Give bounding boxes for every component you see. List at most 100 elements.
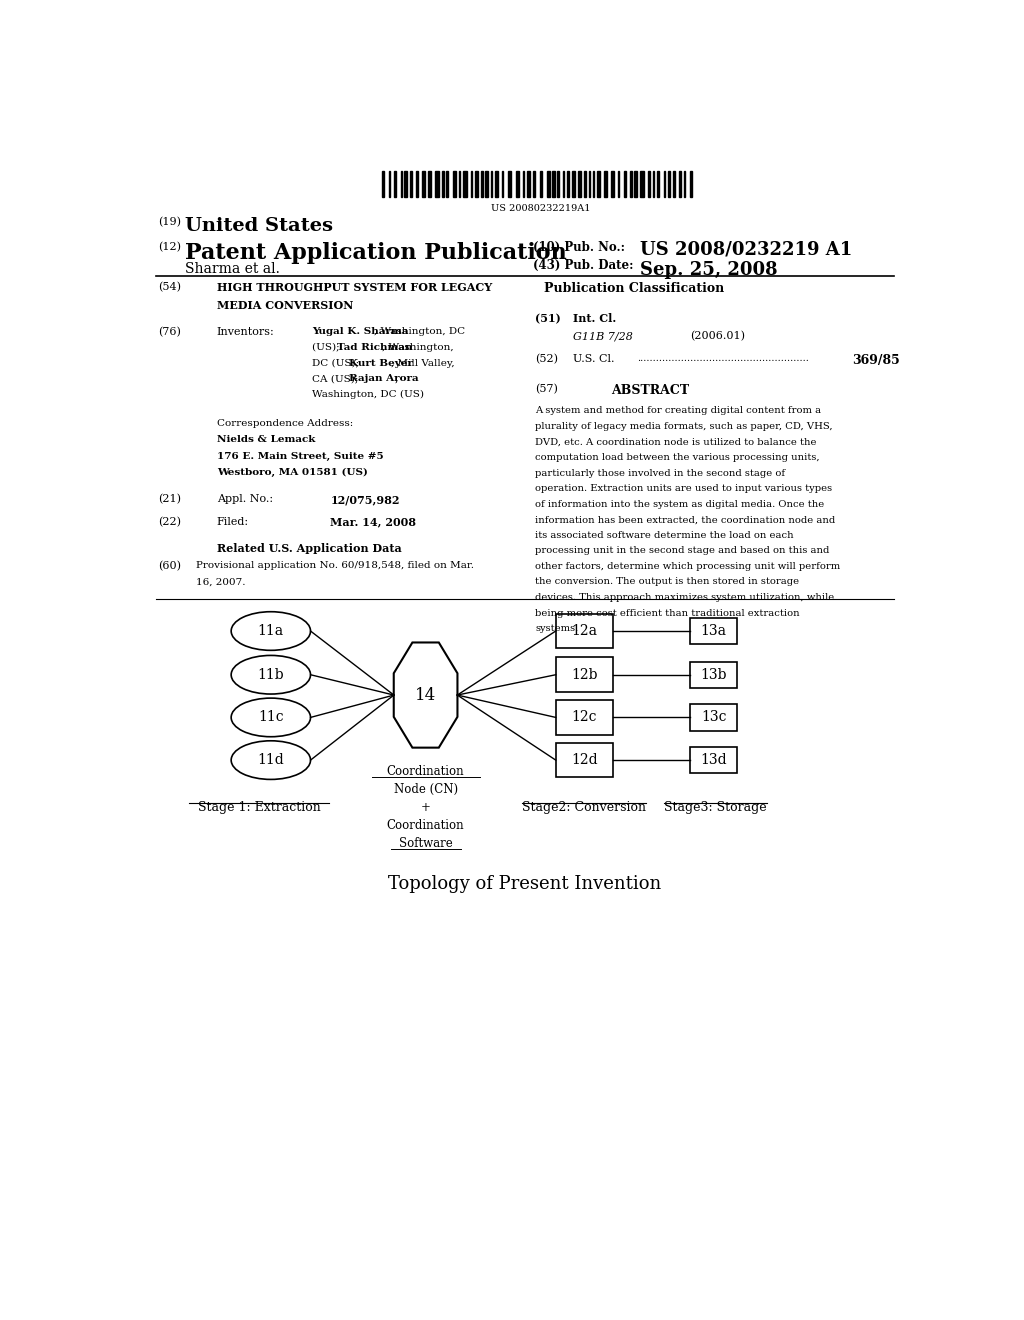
Bar [496, 170, 498, 197]
Text: Stage2: Conversion: Stage2: Conversion [522, 801, 646, 813]
Bar [382, 170, 384, 197]
Bar [453, 170, 456, 197]
Text: Int. Cl.: Int. Cl. [573, 313, 616, 323]
Bar [556, 743, 613, 777]
Text: (19): (19) [158, 218, 181, 227]
Text: Stage 1: Extraction: Stage 1: Extraction [198, 801, 321, 813]
Bar [435, 170, 438, 197]
Bar [502, 170, 503, 197]
Text: (57): (57) [536, 384, 558, 395]
Bar [630, 170, 632, 197]
Text: Correspondence Address:: Correspondence Address: [217, 420, 353, 428]
Bar [471, 170, 472, 197]
Bar [690, 704, 737, 731]
Text: , Washington, DC: , Washington, DC [374, 327, 465, 337]
Bar [557, 170, 559, 197]
Bar [547, 170, 550, 197]
Text: Provisional application No. 60/918,548, filed on Mar.: Provisional application No. 60/918,548, … [197, 561, 474, 570]
Text: Inventors:: Inventors: [217, 327, 274, 337]
Bar [508, 170, 511, 197]
Bar [389, 170, 390, 197]
Text: , Washington,: , Washington, [382, 343, 454, 352]
Bar [422, 170, 425, 197]
Text: 16, 2007.: 16, 2007. [197, 578, 246, 586]
Text: 13b: 13b [700, 668, 727, 681]
Text: Kurt Beyer: Kurt Beyer [349, 359, 413, 368]
Bar [464, 170, 467, 197]
Text: Nields & Lemack: Nields & Lemack [217, 436, 315, 445]
Bar [690, 661, 737, 688]
Text: (2006.01): (2006.01) [690, 331, 744, 342]
Text: 12c: 12c [571, 710, 597, 725]
Text: Coordination
Node (CN)
+
Coordination
Software: Coordination Node (CN) + Coordination So… [387, 766, 465, 850]
Text: ,: , [394, 375, 398, 383]
Bar [556, 657, 613, 692]
Text: (60): (60) [158, 561, 181, 572]
Text: (12): (12) [158, 242, 181, 252]
Text: Sep. 25, 2008: Sep. 25, 2008 [640, 261, 777, 279]
Bar [664, 170, 666, 197]
Text: 12/075,982: 12/075,982 [331, 494, 399, 506]
Text: devices. This approach maximizes system utilization, while: devices. This approach maximizes system … [536, 593, 835, 602]
Text: Related U.S. Application Data: Related U.S. Application Data [217, 543, 401, 554]
Text: HIGH THROUGHPUT SYSTEM FOR LEGACY: HIGH THROUGHPUT SYSTEM FOR LEGACY [217, 282, 493, 293]
Text: (21): (21) [158, 494, 181, 504]
Text: plurality of legacy media formats, such as paper, CD, VHS,: plurality of legacy media formats, such … [536, 422, 833, 430]
Bar [400, 170, 401, 197]
Text: 12a: 12a [571, 624, 597, 638]
Text: Filed:: Filed: [217, 516, 249, 527]
Text: Yugal K. Sharma: Yugal K. Sharma [312, 327, 409, 337]
Text: 11b: 11b [257, 668, 285, 681]
Bar [442, 170, 444, 197]
Text: MEDIA CONVERSION: MEDIA CONVERSION [217, 300, 353, 310]
Text: US 20080232219A1: US 20080232219A1 [490, 205, 591, 213]
Text: Mar. 14, 2008: Mar. 14, 2008 [331, 516, 417, 528]
Bar [556, 700, 613, 735]
Bar [566, 170, 569, 197]
Text: A system and method for creating digital content from a: A system and method for creating digital… [536, 407, 821, 416]
Bar [485, 170, 488, 197]
Bar [532, 170, 535, 197]
Bar [459, 170, 461, 197]
Text: 13d: 13d [700, 754, 727, 767]
Bar [611, 170, 613, 197]
Bar [416, 170, 418, 197]
Text: (76): (76) [158, 327, 181, 338]
Text: , Mill Valley,: , Mill Valley, [390, 359, 455, 368]
Text: other factors, determine which processing unit will perform: other factors, determine which processin… [536, 562, 841, 572]
Text: DC (US);: DC (US); [312, 359, 362, 368]
Bar [552, 170, 555, 197]
Bar [475, 170, 478, 197]
Text: (43) Pub. Date:: (43) Pub. Date: [532, 259, 633, 272]
Text: 11d: 11d [257, 754, 285, 767]
Text: CA (US);: CA (US); [312, 375, 361, 383]
Text: of information into the system as digital media. Once the: of information into the system as digita… [536, 500, 824, 508]
Bar [597, 170, 600, 197]
Bar [404, 170, 407, 197]
Bar [673, 170, 675, 197]
Text: (54): (54) [158, 282, 181, 293]
Bar [684, 170, 685, 197]
Bar [624, 170, 627, 197]
Bar [634, 170, 637, 197]
Bar [572, 170, 575, 197]
Bar [690, 170, 691, 197]
Bar [653, 170, 654, 197]
Text: Stage3: Storage: Stage3: Storage [664, 801, 767, 813]
Bar [446, 170, 449, 197]
Text: particularly those involved in the second stage of: particularly those involved in the secon… [536, 469, 785, 478]
Bar [527, 170, 529, 197]
Bar [394, 170, 396, 197]
Text: DVD, etc. A coordination node is utilized to balance the: DVD, etc. A coordination node is utilize… [536, 437, 816, 446]
Text: Appl. No.:: Appl. No.: [217, 494, 273, 504]
Text: being more cost efficient than traditional extraction: being more cost efficient than tradition… [536, 609, 800, 618]
Text: Tad Richman: Tad Richman [337, 343, 413, 352]
Bar [522, 170, 524, 197]
Text: information has been extracted, the coordination node and: information has been extracted, the coor… [536, 515, 836, 524]
Bar [648, 170, 650, 197]
Text: United States: United States [185, 218, 333, 235]
Text: 14: 14 [415, 686, 436, 704]
Bar [516, 170, 519, 197]
Text: Topology of Present Invention: Topology of Present Invention [388, 875, 662, 892]
Bar [604, 170, 607, 197]
